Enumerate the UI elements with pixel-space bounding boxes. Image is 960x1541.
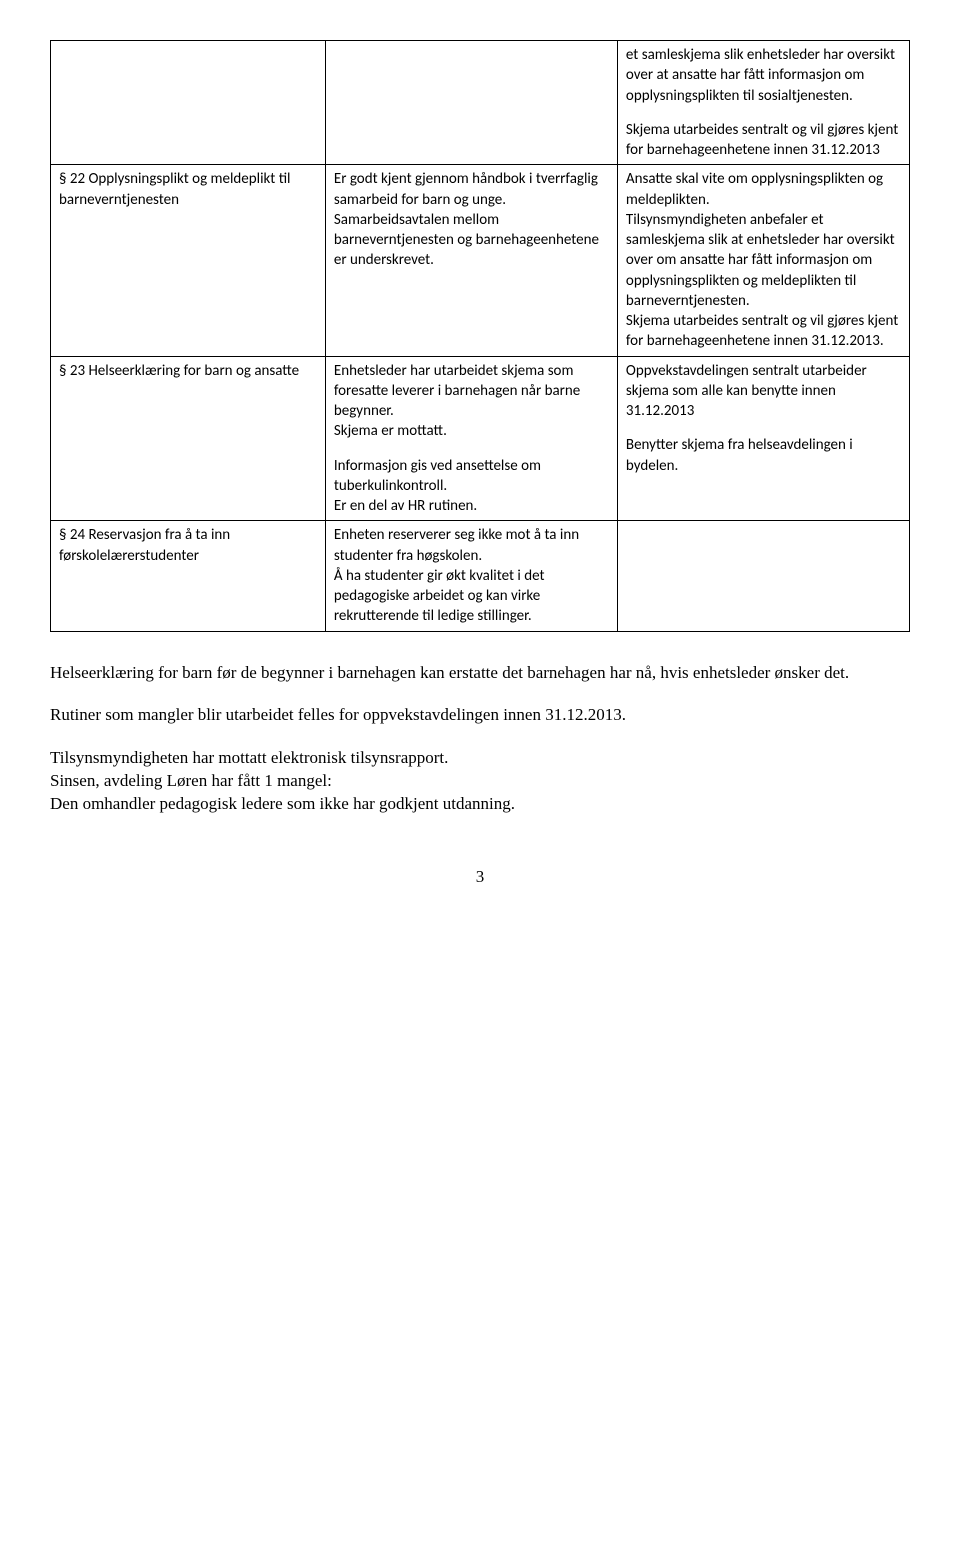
cell-para: Skjema utarbeides sentralt og vil gjøres… [626,120,901,161]
cell-status [325,41,617,165]
table-row: et samleskjema slik enhetsleder har over… [51,41,910,165]
cell-action: Ansatte skal vite om opplysningsplikten … [617,165,909,356]
body-paragraph: Rutiner som mangler blir utarbeidet fell… [50,704,910,727]
cell-para: Benytter skjema fra helseavdelingen i by… [626,435,901,476]
table-row: § 22 Opplysningsplikt og meldeplikt til … [51,165,910,356]
table-row: § 24 Reservasjon fra å ta inn førskolelæ… [51,521,910,631]
cell-section: § 22 Opplysningsplikt og meldeplikt til … [51,165,326,356]
cell-status: Enheten reserverer seg ikke mot å ta inn… [325,521,617,631]
cell-para: Enhetsleder har utarbeidet skjema som fo… [334,361,609,442]
cell-status: Enhetsleder har utarbeidet skjema som fo… [325,356,617,521]
cell-para: Informasjon gis ved ansettelse om tuberk… [334,456,609,517]
cell-section: § 24 Reservasjon fra å ta inn førskolelæ… [51,521,326,631]
body-paragraph: Sinsen, avdeling Løren har fått 1 mangel… [50,770,910,793]
body-paragraph: Tilsynsmyndigheten har mottatt elektroni… [50,747,910,770]
regulations-table: et samleskjema slik enhetsleder har over… [50,40,910,632]
cell-section [51,41,326,165]
body-text: Helseerklæring for barn før de begynner … [50,662,910,817]
cell-action [617,521,909,631]
cell-para: et samleskjema slik enhetsleder har over… [626,45,901,106]
cell-section: § 23 Helseerklæring for barn og ansatte [51,356,326,521]
page-number: 3 [50,866,910,889]
body-paragraph: Den omhandler pedagogisk ledere som ikke… [50,793,910,816]
body-paragraph: Helseerklæring for barn før de begynner … [50,662,910,685]
table-row: § 23 Helseerklæring for barn og ansatte … [51,356,910,521]
cell-status: Er godt kjent gjennom håndbok i tverrfag… [325,165,617,356]
cell-action: et samleskjema slik enhetsleder har over… [617,41,909,165]
cell-para: Oppvekstavdelingen sentralt utarbeider s… [626,361,901,422]
cell-action: Oppvekstavdelingen sentralt utarbeider s… [617,356,909,521]
